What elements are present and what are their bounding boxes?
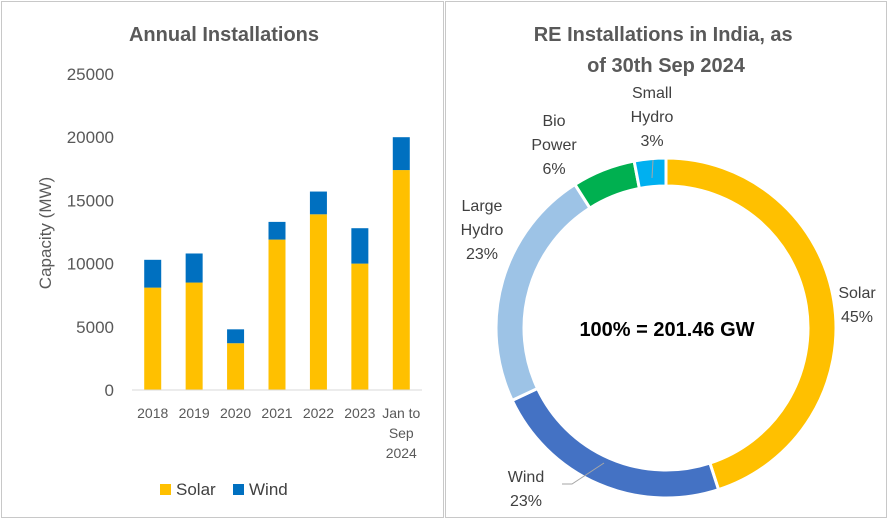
bar-solar [351,263,369,390]
legend-swatch-wind [233,484,244,495]
x-tick-label: 2021 [261,405,292,421]
donut-center-total: 100% = 201.46 GW [579,319,754,341]
bar-solar [144,287,162,390]
y-tick-label: 10000 [67,255,114,274]
bar-solar [268,239,286,390]
annual-installations-chart: Annual Installations Capacity (MW) 0 5000… [36,24,422,499]
legend: Solar Wind [160,480,288,499]
slice-label-small-hydro: Small Hydro 3% [631,85,674,150]
y-tick-label: 20000 [67,128,114,147]
bar-chart-title: Annual Installations [129,24,319,46]
y-axis-label: Capacity (MW) [36,177,55,289]
slice-label-bio-power: Bio Power 6% [531,113,577,178]
slice-label-wind: Wind 23% [508,469,544,510]
bar-wind [144,259,162,288]
y-tick-label: 5000 [76,318,114,337]
x-tick-label: 2023 [344,405,375,421]
donut-title-line-2: of 30th Sep 2024 [587,55,746,77]
bar-wind [392,137,410,171]
y-axis-ticks: 0 5000 10000 15000 20000 25000 [67,65,114,400]
bar-wind [351,228,369,264]
y-tick-label: 25000 [67,65,114,84]
slice-labels: Solar 45% Wind 23% Large Hydro 23% Bio Power 6% Sm… [461,85,877,510]
legend-label-solar: Solar [176,480,216,499]
bar-series [144,137,410,390]
bar-solar [392,170,410,390]
bar-solar [309,214,327,390]
donut-slice-small-hydro [632,156,668,191]
x-tick-label: Jan to Sep 2024 [382,405,420,461]
leader-line-small-hydro [651,159,654,179]
donut-slice-large-hydro [494,182,592,403]
leader-lines [562,159,654,485]
re-installations-donut-chart: RE Installations in India, as of 30th Se… [461,24,877,510]
x-tick-label: 2018 [137,405,168,421]
bar-solar [185,282,203,390]
annual-installations-panel: Annual Installations Capacity (MW) 0 5000… [1,1,444,518]
y-tick-label: 15000 [67,191,114,210]
donut-slice-bio-power [572,159,642,211]
bar-wind [309,191,327,215]
re-installations-panel: RE Installations in India, as of 30th Se… [445,1,887,518]
bar-wind [227,329,245,344]
bar-solar [227,343,245,390]
x-tick-label: 2019 [179,405,210,421]
x-tick-label: 2020 [220,405,251,421]
legend-swatch-solar [160,484,171,495]
x-tick-label: 2022 [303,405,334,421]
donut-slices [494,156,838,500]
x-axis-labels: 2018 2019 2020 2021 2022 2023 Jan to Sep 2024 [137,405,420,461]
donut-chart-title: RE Installations in India, as of 30th Se… [534,24,799,77]
slice-label-large-hydro: Large Hydro 23% [461,198,504,263]
bar-wind [268,221,286,240]
leader-line-wind [562,462,605,485]
slice-label-solar: Solar 45% [838,285,876,326]
donut-title-line-1: RE Installations in India, as [534,24,793,46]
y-tick-label: 0 [105,381,114,400]
legend-label-wind: Wind [249,480,288,499]
bar-wind [185,253,203,283]
